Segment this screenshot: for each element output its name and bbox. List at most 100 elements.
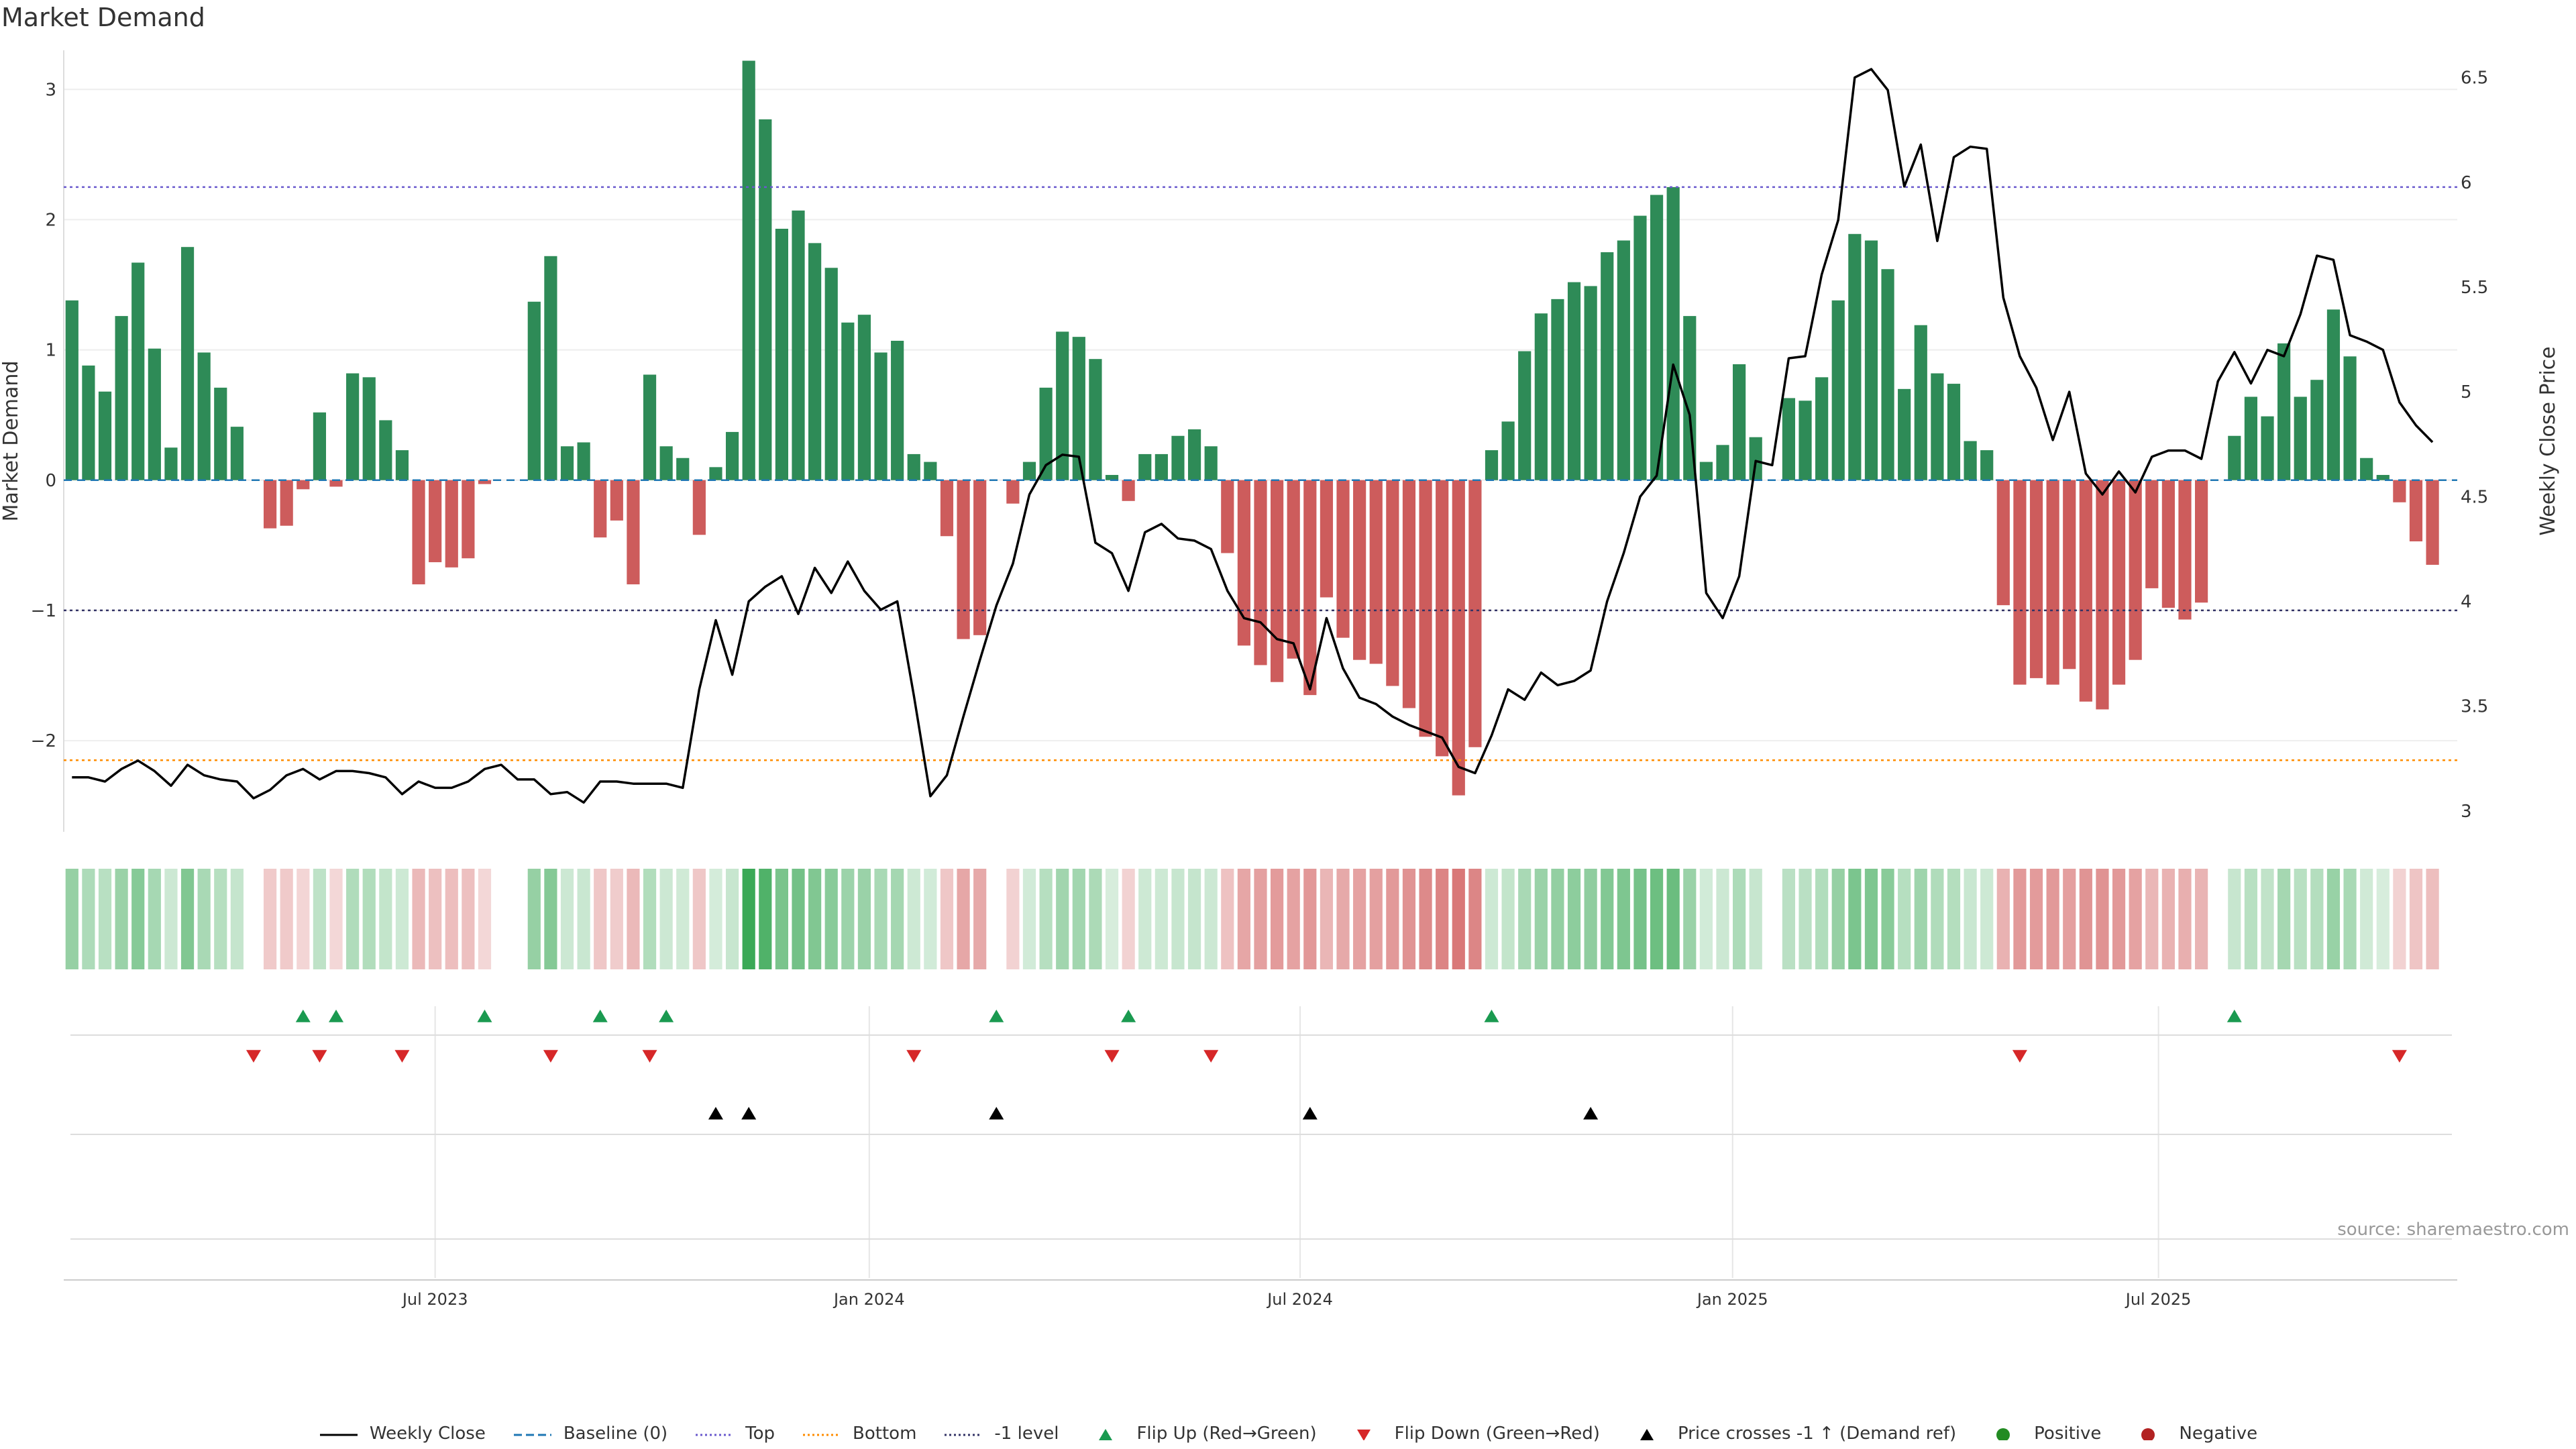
heat-cell bbox=[1749, 869, 1762, 969]
heat-cell bbox=[1187, 869, 1201, 969]
demand-bar bbox=[907, 453, 920, 480]
legend-label: Flip Up (Red→Green) bbox=[1136, 1424, 1317, 1444]
heat-cell bbox=[180, 869, 195, 969]
flip-down-marker bbox=[2012, 1050, 2027, 1063]
heat-cell bbox=[1980, 869, 1994, 969]
demand-bar bbox=[857, 315, 871, 480]
demand-bar bbox=[1187, 429, 1201, 480]
demand-bar bbox=[1039, 387, 1053, 480]
flip-down-marker bbox=[1203, 1050, 1219, 1063]
legend-symbol bbox=[319, 1434, 358, 1436]
demand-bar bbox=[1221, 480, 1234, 553]
demand-bar bbox=[709, 467, 722, 480]
demand-bar bbox=[1716, 445, 1729, 480]
legend-symbol bbox=[803, 1434, 841, 1436]
legend-symbol bbox=[1640, 1429, 1654, 1440]
flip-up-marker bbox=[1484, 1010, 1499, 1022]
demand-bar bbox=[1369, 480, 1383, 664]
heat-cell bbox=[2112, 869, 2126, 969]
demand-bar bbox=[1831, 300, 1845, 480]
heat-cell bbox=[1022, 869, 1036, 969]
heat-cell bbox=[1584, 869, 1597, 969]
heat-cell bbox=[2310, 869, 2324, 969]
demand-bar bbox=[98, 391, 112, 480]
demand-bar bbox=[297, 480, 310, 490]
heat-cell bbox=[2013, 869, 2027, 969]
demand-bar bbox=[65, 300, 78, 480]
heat-cell bbox=[1799, 869, 1812, 969]
heat-cell bbox=[1056, 869, 1069, 969]
demand-bar bbox=[577, 442, 590, 480]
flip-down-marker bbox=[642, 1050, 657, 1063]
heat-cell bbox=[907, 869, 920, 969]
legend-item: Bottom bbox=[802, 1424, 916, 1444]
demand-bar bbox=[1733, 364, 1746, 480]
demand-bar bbox=[313, 412, 327, 480]
heat-cell bbox=[1551, 869, 1564, 969]
heat-cell bbox=[1699, 869, 1713, 969]
heat-cell bbox=[1419, 869, 1432, 969]
legend-label: Top bbox=[745, 1424, 775, 1444]
demand-bar bbox=[1006, 480, 1020, 504]
heat-cell bbox=[98, 869, 112, 969]
y-tick-label: −1 bbox=[31, 601, 56, 621]
demand-bar bbox=[2294, 396, 2307, 480]
heat-cell bbox=[214, 869, 227, 969]
heat-cell bbox=[2244, 869, 2258, 969]
y2-tick-label: 5 bbox=[2461, 382, 2472, 402]
heat-cell bbox=[1436, 869, 1449, 969]
demand-bar bbox=[280, 480, 293, 526]
flip-up-marker bbox=[2226, 1010, 2242, 1022]
demand-bar bbox=[1353, 480, 1366, 660]
demand-bar bbox=[1303, 480, 1317, 696]
flip-down-marker bbox=[1104, 1050, 1120, 1063]
heat-cell bbox=[445, 869, 458, 969]
legend-label: Weekly Close bbox=[369, 1424, 486, 1444]
heat-cell bbox=[857, 869, 871, 969]
legend-label: Baseline (0) bbox=[563, 1424, 668, 1444]
legend-symbol bbox=[945, 1434, 983, 1436]
heat-cell bbox=[462, 869, 475, 969]
heat-cell bbox=[1815, 869, 1829, 969]
heat-cell bbox=[1336, 869, 1350, 969]
demand-bar bbox=[2194, 480, 2208, 603]
demand-bar bbox=[230, 427, 244, 480]
heat-cell bbox=[1006, 869, 1020, 969]
demand-bar bbox=[1171, 435, 1185, 480]
demand-bar bbox=[2096, 480, 2109, 710]
demand-bar bbox=[792, 210, 805, 480]
heat-cell bbox=[1039, 869, 1053, 969]
heat-cell bbox=[2376, 869, 2390, 969]
y2-tick-label: 3 bbox=[2461, 802, 2472, 822]
demand-bar bbox=[346, 373, 360, 480]
demand-bar bbox=[2393, 480, 2406, 502]
demand-bar bbox=[659, 446, 673, 480]
heat-cell bbox=[2063, 869, 2076, 969]
demand-bar bbox=[115, 316, 128, 480]
legend-label: Bottom bbox=[853, 1424, 917, 1444]
demand-bar bbox=[1947, 384, 1961, 480]
heat-cell bbox=[1402, 869, 1416, 969]
price-cross-marker bbox=[1302, 1107, 1318, 1120]
legend-label: Flip Down (Green→Red) bbox=[1394, 1424, 1600, 1444]
heat-cell bbox=[643, 869, 657, 969]
demand-bar bbox=[610, 480, 623, 521]
heat-cell bbox=[1452, 869, 1465, 969]
heat-cell bbox=[1947, 869, 1961, 969]
demand-bar bbox=[1914, 325, 1927, 480]
heat-cell bbox=[808, 869, 822, 969]
demand-bar bbox=[1931, 373, 1944, 480]
flip-up-marker bbox=[477, 1010, 492, 1022]
demand-bar bbox=[1254, 480, 1267, 665]
demand-bar bbox=[924, 462, 937, 480]
demand-bar bbox=[2376, 474, 2390, 480]
demand-bar bbox=[1848, 233, 1862, 480]
heat-cell bbox=[792, 869, 805, 969]
heat-cell bbox=[1501, 869, 1515, 969]
demand-bar bbox=[1402, 480, 1416, 708]
heat-cell bbox=[1155, 869, 1168, 969]
heat-cell bbox=[115, 869, 128, 969]
demand-bar bbox=[2178, 480, 2192, 620]
demand-bar bbox=[329, 480, 343, 487]
legend-item: -1 level bbox=[943, 1424, 1059, 1444]
